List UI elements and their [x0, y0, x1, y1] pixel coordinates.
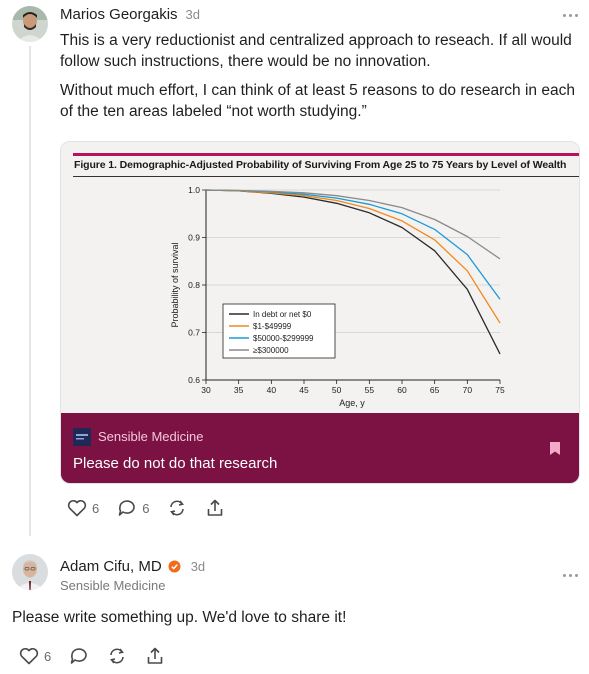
author-name[interactable]: Marios Georgakis — [60, 6, 178, 23]
legend-label: $1-$49999 — [253, 322, 292, 331]
comment-icon — [117, 499, 137, 517]
post-header: Adam Cifu, MD 3d — [60, 556, 205, 576]
comment-button[interactable]: 6 — [117, 499, 149, 517]
post-paragraph: Without much effort, I can think of at l… — [60, 82, 575, 120]
legend-label: In debt or net $0 — [253, 310, 312, 319]
comment-icon — [69, 647, 89, 665]
restack-icon — [167, 499, 187, 517]
embedded-post-card[interactable]: Figure 1. Demographic-Adjusted Probabili… — [60, 141, 580, 484]
avatar[interactable] — [12, 6, 48, 42]
y-tick-label: 0.6 — [188, 375, 200, 385]
share-icon — [145, 647, 165, 665]
legend-label: ≥$300000 — [253, 346, 289, 355]
x-tick-label: 55 — [365, 385, 375, 395]
timestamp[interactable]: 3d — [190, 558, 206, 574]
comment-count: 6 — [142, 500, 150, 516]
embedded-figure: Figure 1. Demographic-Adjusted Probabili… — [61, 142, 579, 413]
figure-title: Figure 1. Demographic-Adjusted Probabili… — [74, 159, 567, 171]
bookmark-icon[interactable] — [549, 441, 561, 461]
comment-button[interactable] — [69, 647, 89, 665]
embed-footer[interactable]: Sensible Medicine Please do not do that … — [61, 413, 579, 483]
more-options-button[interactable] — [560, 10, 580, 20]
author-name[interactable]: Adam Cifu, MD — [60, 557, 162, 575]
series-line — [205, 189, 501, 324]
y-axis-label: Probability of survival — [170, 242, 180, 327]
share-button[interactable] — [145, 647, 165, 665]
post-paragraph: This is a very reductionist and centrali… — [60, 32, 572, 70]
restack-icon — [107, 647, 127, 665]
figure-rule — [73, 176, 579, 177]
verified-badge-icon — [168, 560, 181, 573]
share-icon — [205, 499, 225, 517]
heart-icon — [19, 647, 39, 665]
publication-logo — [73, 428, 91, 446]
series-line — [205, 189, 501, 300]
post-actions: 6 6 — [67, 499, 243, 517]
x-axis-label: Age, y — [339, 398, 365, 408]
post-paragraph: Please write something up. We'd love to … — [12, 609, 347, 626]
like-count: 6 — [92, 500, 100, 516]
restack-button[interactable] — [107, 647, 127, 665]
x-tick-label: 30 — [201, 385, 211, 395]
x-tick-label: 75 — [495, 385, 505, 395]
heart-icon — [67, 499, 87, 517]
survival-chart: 0.6 0.7 0.8 0.9 1.0 30 35 40 45 50 55 60 65 70 75 Age, … — [170, 185, 505, 408]
x-tick-label: 50 — [332, 385, 342, 395]
thread-line — [29, 46, 31, 536]
share-button[interactable] — [205, 499, 225, 517]
post-actions: 6 — [19, 647, 183, 665]
avatar[interactable] — [12, 554, 48, 590]
like-count: 6 — [44, 648, 52, 664]
y-tick-label: 0.8 — [188, 280, 200, 290]
legend-box — [222, 303, 336, 359]
x-tick-label: 60 — [397, 385, 407, 395]
y-tick-label: 1.0 — [188, 185, 200, 195]
y-tick-label: 0.9 — [188, 233, 200, 243]
restack-button[interactable] — [167, 499, 187, 517]
series-line — [205, 189, 501, 260]
x-tick-label: 35 — [234, 385, 244, 395]
post-header: Marios Georgakis 3d — [60, 6, 200, 26]
x-tick-label: 45 — [299, 385, 309, 395]
like-button[interactable]: 6 — [67, 499, 99, 517]
y-tick-label: 0.7 — [188, 328, 200, 338]
more-options-button[interactable] — [560, 570, 580, 580]
embed-title[interactable]: Please do not do that research — [73, 455, 278, 472]
timestamp[interactable]: 3d — [185, 7, 201, 22]
publication-name[interactable]: Sensible Medicine — [98, 429, 204, 444]
publication-name[interactable]: Sensible Medicine — [60, 578, 166, 593]
figure-accent-bar — [73, 153, 579, 156]
legend-label: $50000-$299999 — [253, 334, 314, 343]
x-tick-label: 65 — [430, 385, 440, 395]
like-button[interactable]: 6 — [19, 647, 51, 665]
x-tick-label: 70 — [463, 385, 473, 395]
x-tick-label: 40 — [267, 385, 277, 395]
